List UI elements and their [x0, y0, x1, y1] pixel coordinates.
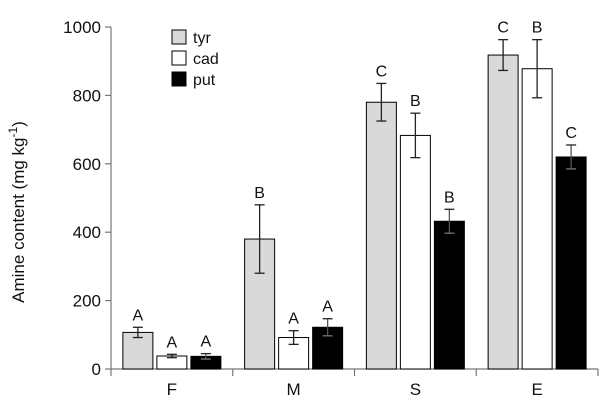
legend-label-tyr: tyr: [193, 30, 211, 47]
significance-label-put-M: A: [322, 299, 333, 316]
significance-label-put-E: C: [565, 125, 577, 142]
axes: 0 200 400 600 800 1000 F M S E: [63, 18, 599, 399]
legend-label-put: put: [193, 72, 216, 89]
legend-label-cad: cad: [193, 51, 219, 68]
bar-cad-E: [521, 68, 553, 370]
significance-label-cad-E: B: [532, 20, 543, 37]
significance-label-cad-F: A: [167, 334, 178, 351]
y-tick-label: 600: [73, 155, 101, 174]
y-tick-label: 0: [92, 360, 101, 379]
x-tick-label: E: [531, 380, 542, 399]
significance-label-put-S: B: [444, 189, 455, 206]
x-tick-label: F: [167, 380, 177, 399]
significance-label-tyr-M: B: [254, 185, 265, 202]
bars-group: A A A B A A C B B C B C: [122, 20, 587, 370]
y-tick-label: 400: [73, 223, 101, 242]
legend: tyr cad put: [171, 29, 219, 89]
legend-swatch-put: [171, 71, 187, 87]
y-tick-label: 200: [73, 292, 101, 311]
bar-put-E: [555, 156, 587, 370]
legend-swatch-cad: [171, 50, 187, 66]
significance-label-tyr-F: A: [133, 307, 144, 324]
significance-label-tyr-S: C: [376, 63, 388, 80]
y-axis-title: Amine content (mg kg-1): [6, 121, 28, 303]
y-tick-label: 1000: [63, 18, 101, 37]
bar-tyr-E: [487, 54, 519, 370]
significance-label-put-F: A: [201, 334, 212, 351]
x-tick-label: M: [287, 380, 301, 399]
significance-label-tyr-E: C: [497, 20, 509, 37]
bar-tyr-F: [122, 331, 154, 370]
bar-cad-S: [399, 134, 431, 370]
significance-label-cad-M: A: [288, 311, 299, 328]
significance-label-cad-S: B: [410, 93, 421, 110]
bar-tyr-S: [365, 101, 397, 370]
x-tick-label: S: [410, 380, 421, 399]
y-tick-label: 800: [73, 86, 101, 105]
bar-put-S: [433, 220, 465, 370]
legend-swatch-tyr: [171, 29, 187, 45]
